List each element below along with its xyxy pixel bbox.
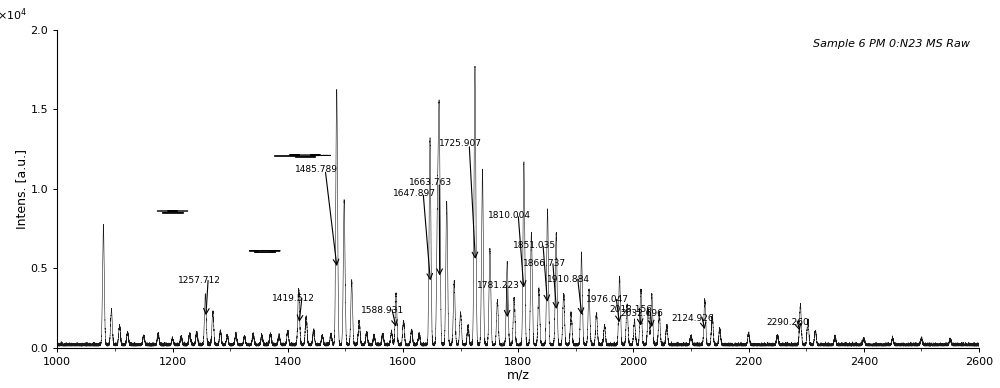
Text: 1257.712: 1257.712 [178,276,221,285]
Bar [162,211,183,212]
Bar [254,252,275,253]
Text: 1588.931: 1588.931 [361,306,404,315]
Text: 2032.696: 2032.696 [620,308,663,317]
Text: $\times$10$^4$: $\times$10$^4$ [0,7,28,23]
Text: 1851.035: 1851.035 [513,241,556,250]
Text: 1866.737: 1866.737 [523,259,566,268]
Text: 1781.223: 1781.223 [477,281,519,290]
Bar [295,156,315,157]
Text: 1910.884: 1910.884 [547,275,590,284]
Text: 1647.897: 1647.897 [393,189,436,197]
Text: 1663.763: 1663.763 [409,178,452,187]
Text: 2124.926: 2124.926 [671,314,714,323]
Text: 1976.047: 1976.047 [586,296,629,305]
Text: 1485.789: 1485.789 [295,165,338,174]
X-axis label: m/z: m/z [507,368,530,381]
Bar [274,155,295,156]
Y-axis label: Intens. [a.u.]: Intens. [a.u.] [15,149,28,229]
Text: 1810.004: 1810.004 [488,211,531,220]
Text: 2013.156: 2013.156 [609,305,652,314]
Bar [254,251,275,252]
Text: 2290.260: 2290.260 [766,318,809,327]
Text: Sample 6 PM 0:N23 MS Raw: Sample 6 PM 0:N23 MS Raw [813,39,970,49]
Text: 1419.512: 1419.512 [272,294,315,303]
Text: 1725.907: 1725.907 [439,139,482,148]
Bar [162,212,183,213]
